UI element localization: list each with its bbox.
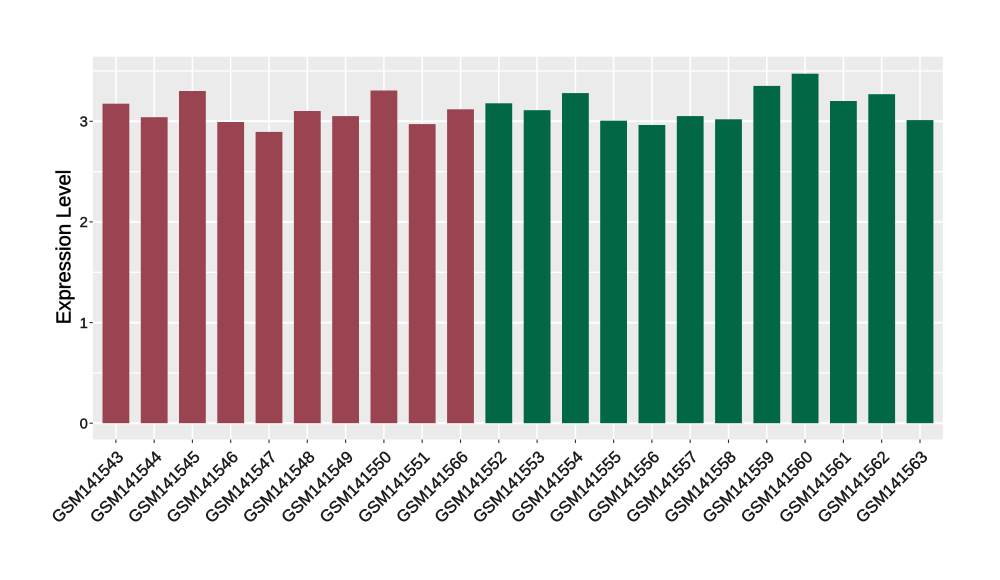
svg-text:3: 3 xyxy=(80,115,88,131)
svg-text:2: 2 xyxy=(80,215,88,231)
svg-text:Expression Level: Expression Level xyxy=(54,170,76,324)
svg-text:1: 1 xyxy=(80,316,88,332)
svg-text:0: 0 xyxy=(80,416,88,432)
